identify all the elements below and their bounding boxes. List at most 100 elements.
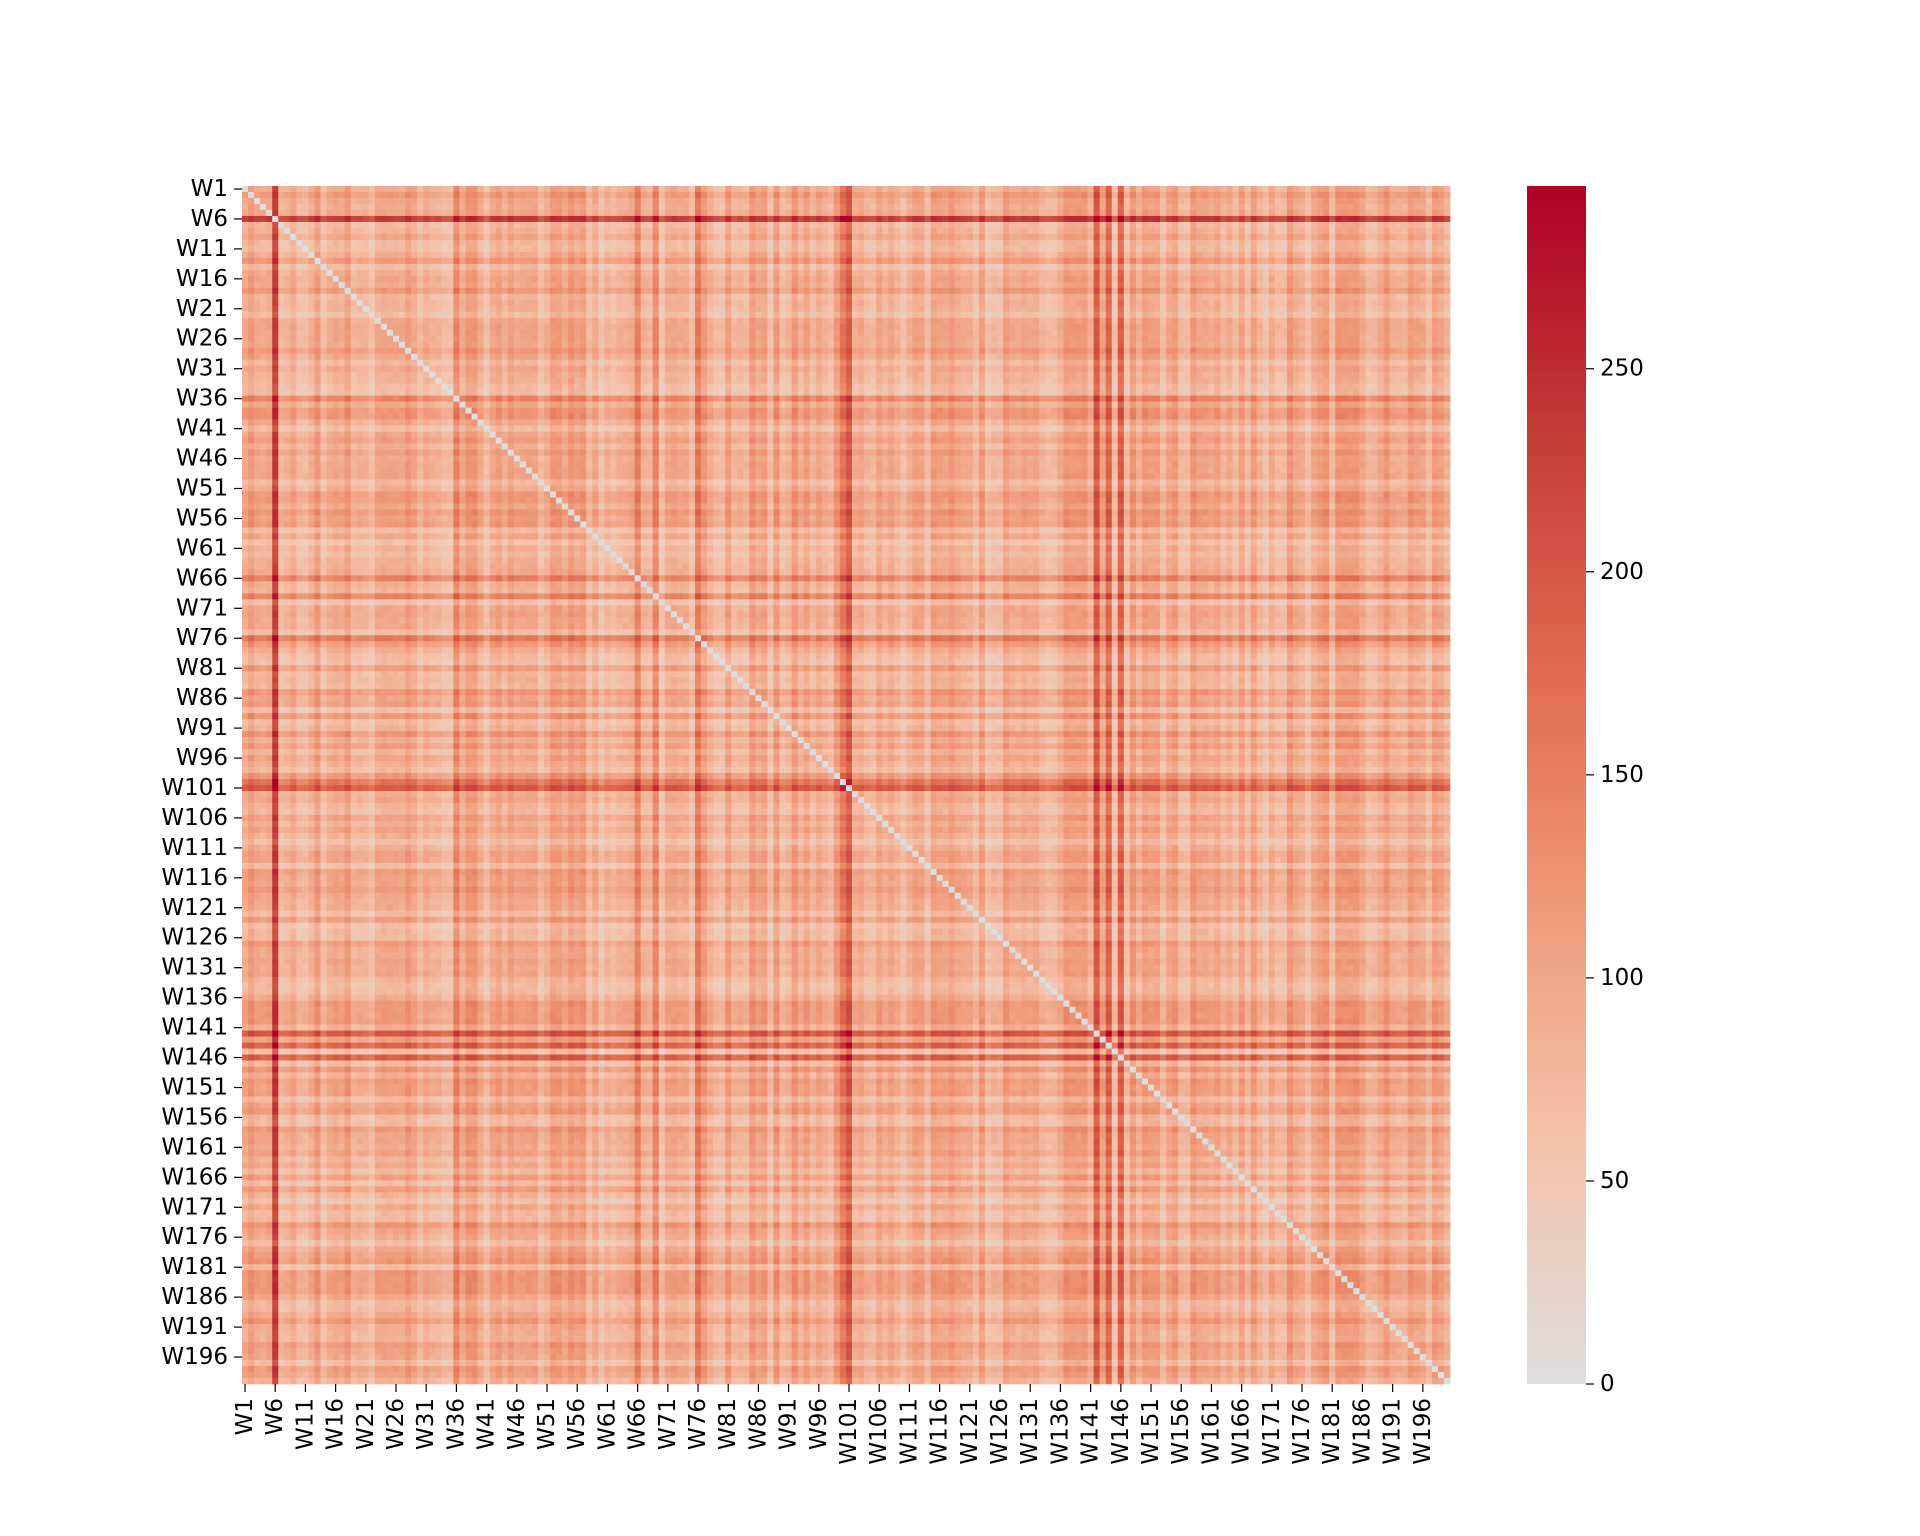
heatmap-cell xyxy=(254,306,260,312)
heatmap-cell xyxy=(472,270,478,276)
heatmap-cell xyxy=(737,186,743,192)
heatmap-cell xyxy=(272,252,278,258)
heatmap-cell xyxy=(586,234,592,240)
heatmap-cell xyxy=(912,282,918,288)
heatmap-cell xyxy=(1239,198,1245,204)
heatmap-cell xyxy=(943,312,949,318)
heatmap-cell xyxy=(749,252,755,258)
heatmap-cell xyxy=(774,312,780,318)
heatmap-cell xyxy=(1432,198,1438,204)
heatmap-cell xyxy=(659,186,665,192)
heatmap-cell xyxy=(725,228,731,234)
heatmap-cell xyxy=(1414,228,1420,234)
heatmap-cell xyxy=(822,306,828,312)
heatmap-cell xyxy=(1347,306,1353,312)
heatmap-cell xyxy=(1420,312,1426,318)
heatmap-cell xyxy=(683,306,689,312)
heatmap-cell xyxy=(1220,270,1226,276)
heatmap-cell xyxy=(314,294,320,300)
heatmap-cell xyxy=(327,252,333,258)
heatmap-cell xyxy=(1402,300,1408,306)
heatmap-cell xyxy=(798,264,804,270)
heatmap-cell xyxy=(423,324,429,330)
heatmap-cell xyxy=(453,198,459,204)
heatmap-cell xyxy=(327,186,333,192)
heatmap-cell xyxy=(369,300,375,306)
heatmap-cell xyxy=(1172,264,1178,270)
heatmap-cell xyxy=(997,204,1003,210)
heatmap-cell xyxy=(979,252,985,258)
heatmap-cell xyxy=(792,246,798,252)
heatmap-cell xyxy=(1027,216,1033,222)
heatmap-cell xyxy=(616,240,622,246)
heatmap-cell xyxy=(399,222,405,228)
heatmap-cell xyxy=(906,204,912,210)
heatmap-cell xyxy=(882,318,888,324)
heatmap-cell xyxy=(743,186,749,192)
heatmap-cell xyxy=(955,306,961,312)
heatmap-cell xyxy=(1166,252,1172,258)
heatmap-cell xyxy=(1359,222,1365,228)
heatmap-cell xyxy=(1426,186,1432,192)
heatmap-cell xyxy=(1142,222,1148,228)
heatmap-cell xyxy=(755,240,761,246)
heatmap-cell xyxy=(1178,252,1184,258)
heatmap-cell xyxy=(381,312,387,318)
heatmap-cell xyxy=(1438,186,1444,192)
heatmap-cell xyxy=(665,252,671,258)
heatmap-cell xyxy=(931,234,937,240)
heatmap-cell xyxy=(1112,204,1118,210)
heatmap-cell xyxy=(429,276,435,282)
heatmap-cell xyxy=(1088,252,1094,258)
heatmap-cell xyxy=(604,264,610,270)
heatmap-cell xyxy=(1269,264,1275,270)
heatmap-cell xyxy=(1396,312,1402,318)
heatmap-cell xyxy=(774,186,780,192)
heatmap-cell xyxy=(973,258,979,264)
heatmap-cell xyxy=(351,294,357,300)
heatmap-cell xyxy=(973,222,979,228)
heatmap-cell xyxy=(689,282,695,288)
heatmap-cell xyxy=(381,282,387,288)
heatmap-cell xyxy=(671,300,677,306)
heatmap-cell xyxy=(423,228,429,234)
heatmap-cell xyxy=(846,294,852,300)
heatmap-cell xyxy=(725,276,731,282)
heatmap-cell xyxy=(780,192,786,198)
heatmap-cell xyxy=(544,192,550,198)
heatmap-cell xyxy=(906,252,912,258)
heatmap-cell xyxy=(1045,264,1051,270)
heatmap-cell xyxy=(798,198,804,204)
heatmap-cell xyxy=(774,324,780,330)
heatmap-cell xyxy=(290,210,296,216)
heatmap-cell xyxy=(598,306,604,312)
heatmap-cell xyxy=(858,282,864,288)
heatmap-cell xyxy=(888,258,894,264)
heatmap-cell xyxy=(1118,282,1124,288)
heatmap-cell xyxy=(1136,228,1142,234)
heatmap-cell xyxy=(1190,234,1196,240)
heatmap-cell xyxy=(665,228,671,234)
heatmap-cell xyxy=(1341,252,1347,258)
heatmap-cell xyxy=(351,246,357,252)
heatmap-cell xyxy=(568,192,574,198)
heatmap-cell xyxy=(707,270,713,276)
heatmap-cell xyxy=(1015,318,1021,324)
heatmap-cell xyxy=(1359,306,1365,312)
heatmap-cell xyxy=(369,324,375,330)
heatmap-cell xyxy=(399,300,405,306)
heatmap-cell xyxy=(967,294,973,300)
heatmap-cell xyxy=(1118,234,1124,240)
heatmap-cell xyxy=(604,204,610,210)
heatmap-cell xyxy=(641,240,647,246)
heatmap-cell xyxy=(248,294,254,300)
heatmap-cell xyxy=(653,288,659,294)
heatmap-cell xyxy=(737,306,743,312)
heatmap-cell xyxy=(393,288,399,294)
heatmap-cell xyxy=(1003,300,1009,306)
heatmap-cell xyxy=(665,294,671,300)
heatmap-cell xyxy=(949,318,955,324)
heatmap-cell xyxy=(852,252,858,258)
heatmap-cell xyxy=(1196,312,1202,318)
heatmap-cell xyxy=(1438,228,1444,234)
